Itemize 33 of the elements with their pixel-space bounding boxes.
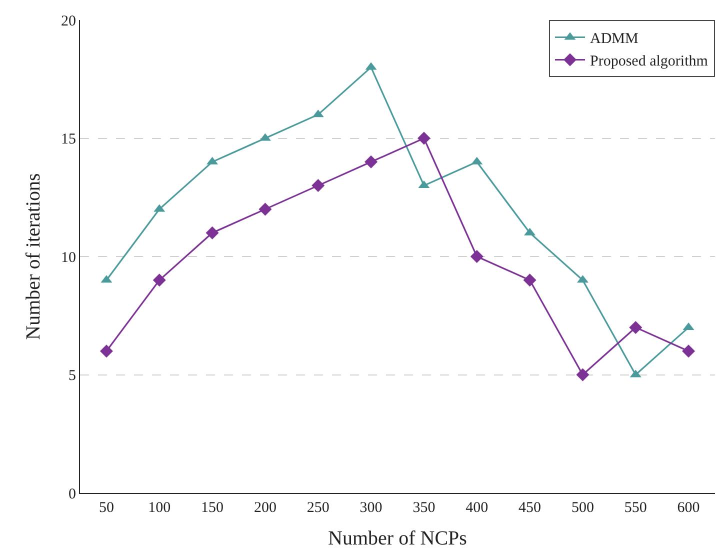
point xyxy=(100,344,113,358)
y-tick-label: 20 xyxy=(61,13,76,30)
point xyxy=(576,368,590,382)
point xyxy=(206,226,219,240)
y-tick-label: 0 xyxy=(68,486,76,502)
y-axis-title: Number of iterations xyxy=(22,172,44,340)
y-tick-label: 10 xyxy=(61,250,76,266)
point xyxy=(417,132,430,145)
point xyxy=(152,274,166,287)
x-tick-label: 550 xyxy=(624,500,647,516)
x-tick-label: 500 xyxy=(571,500,594,516)
x-axis-title: Number of NCPs xyxy=(328,528,468,550)
x-tick-label: 150 xyxy=(201,500,224,516)
y-tick-label: 5 xyxy=(68,368,76,384)
point xyxy=(629,320,642,334)
x-tick-label: 50 xyxy=(98,500,114,516)
legend-label: ADMM xyxy=(590,31,638,48)
point xyxy=(682,344,696,358)
y-tick-label: 15 xyxy=(61,132,76,148)
point xyxy=(470,250,484,263)
point xyxy=(258,202,272,216)
x-tick-label: 600 xyxy=(677,500,700,516)
x-tick-label: 450 xyxy=(518,500,542,516)
point xyxy=(312,179,325,192)
x-tick-label: 400 xyxy=(466,500,488,516)
x-tick-label: 300 xyxy=(360,500,382,516)
x-tick-label: 200 xyxy=(254,500,276,516)
legend-label: Proposed algorithm xyxy=(590,54,708,70)
point xyxy=(523,274,536,287)
x-tick-label: 250 xyxy=(306,500,330,516)
point xyxy=(364,155,378,168)
x-tick-label: 350 xyxy=(412,500,436,516)
x-tick-label: 100 xyxy=(148,500,171,516)
